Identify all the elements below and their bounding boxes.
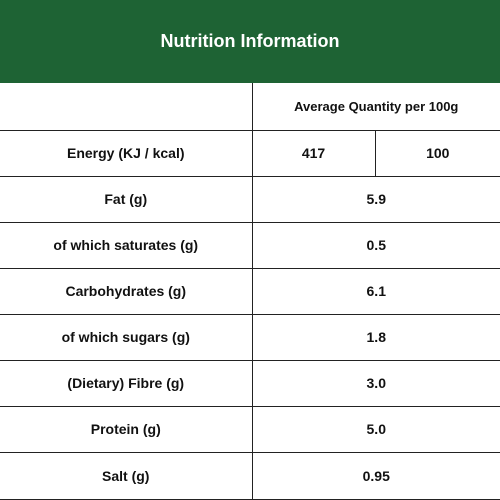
row-label: of which saturates (g) bbox=[0, 221, 253, 269]
row-label: Fat (g) bbox=[0, 175, 253, 223]
nutrition-table: Average Quantity per 100g Energy (KJ / k… bbox=[0, 83, 500, 500]
table-row: Protein (g) 5.0 bbox=[0, 405, 500, 453]
energy-kcal-value: 100 bbox=[374, 129, 500, 177]
row-value: 0.95 bbox=[251, 451, 500, 500]
energy-label: Energy (KJ / kcal) bbox=[0, 129, 253, 177]
table-row: Fat (g) 5.9 bbox=[0, 175, 500, 223]
average-quantity-header: Average Quantity per 100g bbox=[251, 83, 500, 131]
row-label: Protein (g) bbox=[0, 405, 253, 453]
row-label: of which sugars (g) bbox=[0, 313, 253, 361]
energy-kj-value: 417 bbox=[251, 129, 376, 177]
nutrition-header: Nutrition Information bbox=[0, 0, 500, 83]
row-label: Salt (g) bbox=[0, 451, 253, 500]
row-value: 1.8 bbox=[251, 313, 500, 361]
table-row: Carbohydrates (g) 6.1 bbox=[0, 267, 500, 315]
row-value: 0.5 bbox=[251, 221, 500, 269]
empty-header-cell bbox=[0, 83, 253, 131]
energy-row: Energy (KJ / kcal) 417 100 bbox=[0, 129, 500, 177]
row-value: 5.9 bbox=[251, 175, 500, 223]
table-row: Salt (g) 0.95 bbox=[0, 451, 500, 500]
table-row: of which sugars (g) 1.8 bbox=[0, 313, 500, 361]
table-header-row: Average Quantity per 100g bbox=[0, 83, 500, 131]
row-label: Carbohydrates (g) bbox=[0, 267, 253, 315]
row-value: 5.0 bbox=[251, 405, 500, 453]
table-row: of which saturates (g) 0.5 bbox=[0, 221, 500, 269]
nutrition-title: Nutrition Information bbox=[160, 31, 340, 51]
row-value: 6.1 bbox=[251, 267, 500, 315]
row-label: (Dietary) Fibre (g) bbox=[0, 359, 253, 407]
row-value: 3.0 bbox=[251, 359, 500, 407]
table-row: (Dietary) Fibre (g) 3.0 bbox=[0, 359, 500, 407]
